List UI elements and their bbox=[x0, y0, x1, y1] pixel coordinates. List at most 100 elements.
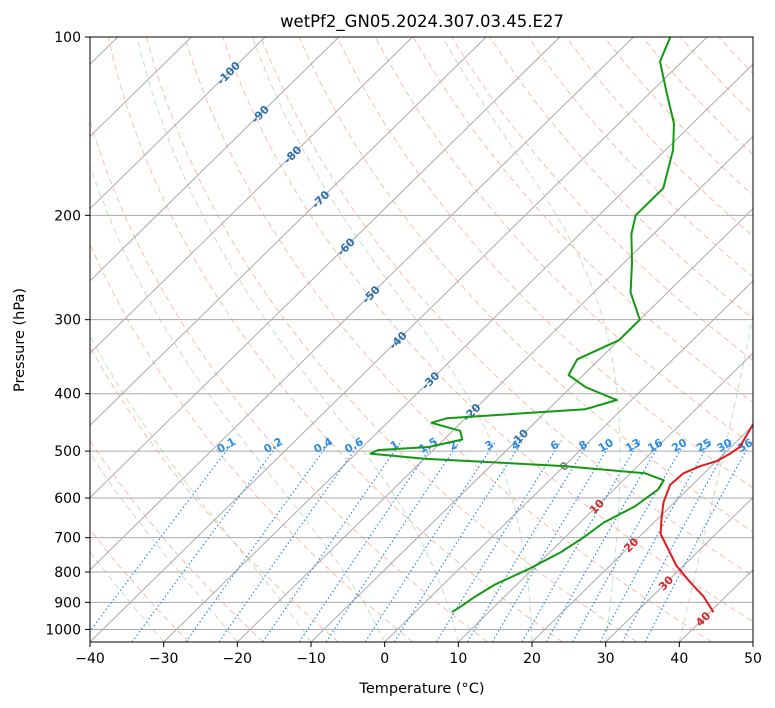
mixing-ratio-line bbox=[545, 440, 663, 642]
isotherm-line bbox=[605, 496, 753, 642]
dry-adiabat bbox=[145, 37, 638, 642]
dry-adiabat bbox=[183, 37, 712, 642]
isotherm-line bbox=[163, 63, 753, 642]
mixing-ratio-label: 20 bbox=[670, 436, 690, 455]
chart-title: wetPf2_GN05.2024.307.03.45.E27 bbox=[280, 12, 564, 32]
y-tick-label: 400 bbox=[54, 387, 81, 403]
isotherm-line bbox=[90, 37, 192, 138]
x-tick-label: 50 bbox=[744, 651, 762, 667]
dry-adiabat bbox=[107, 37, 563, 642]
mixing-ratio-line bbox=[131, 440, 282, 642]
x-tick-label: −30 bbox=[149, 651, 179, 667]
y-tick-label: 800 bbox=[54, 565, 81, 581]
moist-adiabat bbox=[136, 37, 459, 642]
mixing-ratio-line bbox=[364, 440, 497, 642]
y-axis-label: Pressure (hPa) bbox=[12, 288, 28, 392]
plot-frame bbox=[89, 36, 754, 643]
dry-adiabat bbox=[298, 37, 753, 533]
isotherm-line bbox=[236, 135, 753, 642]
y-tick-label: 500 bbox=[54, 444, 81, 460]
y-tick-label: 100 bbox=[54, 30, 81, 46]
moist-adiabat bbox=[678, 37, 753, 642]
y-tick-label: 300 bbox=[54, 313, 81, 329]
moist-adiabat bbox=[90, 334, 312, 642]
mixing-ratio-line bbox=[521, 440, 641, 642]
isotherm-line bbox=[531, 424, 753, 642]
dry-adiabat bbox=[222, 37, 753, 623]
mixing-ratio-line bbox=[185, 440, 332, 642]
x-tick-label: 20 bbox=[523, 651, 541, 667]
y-tick-label: 1000 bbox=[45, 622, 81, 638]
dry-adiabat bbox=[90, 528, 190, 642]
mixing-ratio-label: 0.6 bbox=[342, 435, 366, 456]
x-tick-label: −10 bbox=[296, 651, 326, 667]
mixing-ratio-labels: 0.1 0.2 0.4 0.6 1 1.5 2 3 4 6 8 10 13 16 20 25 30 36 bbox=[215, 435, 755, 456]
dry-adiabat bbox=[641, 37, 753, 156]
y-axis-ticks: 100 200 300 400 500 600 700 800 900 1000 bbox=[45, 30, 90, 638]
mixing-ratio-line bbox=[644, 440, 752, 642]
dry-adiabat bbox=[336, 37, 753, 489]
isotherm-line bbox=[752, 641, 753, 642]
dewpoint-profile bbox=[369, 37, 675, 614]
dry-adiabat bbox=[90, 242, 414, 642]
mixing-ratio-line bbox=[599, 440, 711, 642]
dry-adiabat bbox=[374, 37, 753, 446]
y-tick-label: 900 bbox=[54, 595, 81, 611]
x-tick-label: −40 bbox=[75, 651, 105, 667]
mixing-ratio-line bbox=[435, 440, 562, 642]
isotherm-line bbox=[90, 37, 634, 571]
x-tick-label: 10 bbox=[449, 651, 467, 667]
isotherm-line bbox=[90, 37, 708, 642]
x-tick-label: −20 bbox=[223, 651, 253, 667]
moist-adiabat bbox=[90, 452, 238, 642]
isotherm-line bbox=[310, 207, 753, 642]
mixing-ratio-label: 16 bbox=[645, 436, 665, 455]
mixing-ratio-line bbox=[262, 440, 403, 642]
y-tick-label: 700 bbox=[54, 531, 81, 547]
y-tick-label: 200 bbox=[54, 208, 81, 224]
mixing-ratio-label: 0.1 bbox=[215, 435, 238, 456]
dry-adiabat bbox=[412, 37, 753, 403]
dry-adiabat bbox=[680, 37, 753, 115]
isotherm-line bbox=[90, 37, 561, 499]
x-tick-label: 40 bbox=[670, 651, 688, 667]
isotherm-line bbox=[90, 37, 487, 427]
y-tick-label: 600 bbox=[54, 491, 81, 507]
mixing-ratio-label: 0.2 bbox=[262, 435, 285, 456]
isotherm-line bbox=[384, 280, 753, 642]
isotherm-line bbox=[90, 37, 266, 210]
moist-adiabat bbox=[90, 551, 165, 642]
mixing-ratio-line bbox=[325, 440, 461, 642]
mixing-ratio-line bbox=[298, 440, 436, 642]
mixing-ratio-line bbox=[621, 440, 732, 642]
isotherm-line bbox=[90, 37, 413, 354]
isotherm-line bbox=[90, 37, 340, 282]
dry-adiabat bbox=[757, 37, 775, 642]
dry-adiabat bbox=[90, 345, 339, 642]
x-axis-label: Temperature (°C) bbox=[358, 681, 484, 697]
mixing-ratio-label: 25 bbox=[694, 436, 714, 455]
mixing-ratio-line bbox=[393, 440, 524, 642]
mixing-ratio-label: 10 bbox=[596, 436, 616, 455]
mixing-ratio-line bbox=[466, 440, 591, 642]
dry-adiabat bbox=[489, 37, 753, 320]
dry-adiabat bbox=[527, 37, 753, 278]
dry-adiabat bbox=[260, 37, 753, 577]
x-tick-label: 30 bbox=[597, 651, 615, 667]
background-lines bbox=[90, 37, 775, 642]
mixing-ratio-label: 13 bbox=[623, 436, 643, 455]
mixing-ratio-label: 0.4 bbox=[312, 435, 336, 456]
x-axis-ticks: −40 −30 −20 −10 0 10 20 30 40 50 bbox=[75, 642, 762, 667]
moist-adiabat bbox=[442, 37, 621, 642]
x-tick-label: 0 bbox=[380, 651, 389, 667]
mixing-ratio-line bbox=[491, 440, 613, 642]
mixing-ratio-line bbox=[90, 440, 235, 633]
mixing-ratio-label: 36 bbox=[735, 436, 755, 455]
dry-adiabat bbox=[451, 37, 753, 361]
isotherm-line bbox=[457, 352, 753, 642]
moist-adiabat bbox=[252, 37, 533, 642]
dry-adiabat bbox=[90, 439, 264, 642]
